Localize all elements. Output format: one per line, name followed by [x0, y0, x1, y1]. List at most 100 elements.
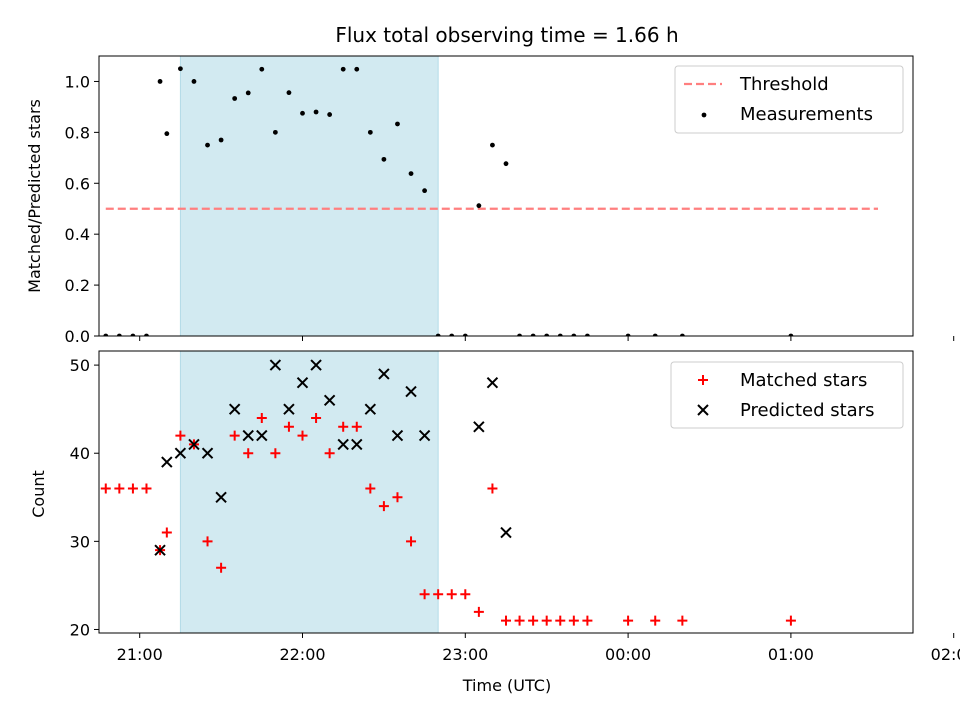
- chart-title: Flux total observing time = 1.66 h: [335, 23, 678, 47]
- bottom-point-x: [283, 403, 295, 415]
- bottom-point-x: [242, 429, 254, 442]
- legend-measurements-label: Measurements: [740, 104, 873, 125]
- x-tick-label: 22:00: [279, 645, 325, 664]
- bottom-point-x: [405, 385, 417, 398]
- legend-predicted-swatch: [697, 404, 709, 416]
- bottom-point-plus: [582, 615, 593, 626]
- bottom-point-x: [473, 421, 485, 433]
- bottom-y-tick-label: 50: [70, 356, 90, 375]
- top-point-dot: [517, 333, 522, 336]
- top-point-dot: [449, 333, 455, 336]
- bottom-point-plus: [677, 615, 688, 626]
- bottom-point-x: [364, 403, 377, 415]
- bottom-shaded-region: [179, 351, 439, 633]
- top-shaded-region: [179, 56, 439, 336]
- bottom-y-axis-label: Count: [29, 470, 48, 518]
- bottom-panel: 2030405021:0022:0023:0000:0001:0002:0003…: [70, 350, 960, 664]
- bottom-point-x: [500, 526, 512, 539]
- top-y-tick-label: 0.8: [65, 123, 90, 142]
- top-point-dot: [205, 142, 210, 148]
- bottom-legend-box: [670, 361, 904, 429]
- bottom-point-x: [269, 359, 282, 371]
- top-point-dot: [259, 66, 265, 72]
- bottom-point-plus: [297, 430, 308, 441]
- bottom-point-plus: [283, 421, 294, 432]
- legend-matched-swatch: [698, 375, 708, 385]
- top-y-tick-label: 0.6: [65, 174, 90, 193]
- bottom-y-tick-label: 30: [70, 532, 90, 551]
- top-point-dot: [679, 333, 685, 336]
- x-tick-label: 00:00: [605, 645, 651, 664]
- bottom-point-plus: [528, 615, 539, 626]
- legend-predicted-label: Predicted stars: [740, 400, 874, 421]
- bottom-point-plus: [114, 483, 125, 494]
- top-point-dot: [788, 333, 794, 336]
- x-tick-label: 21:00: [117, 645, 163, 664]
- top-point-dot: [422, 188, 427, 194]
- top-point-dot: [652, 333, 658, 336]
- bottom-point-plus: [541, 615, 552, 626]
- bottom-y-tick-label: 40: [70, 444, 90, 463]
- bottom-point-x: [188, 438, 200, 451]
- top-point-dot: [530, 333, 536, 336]
- bottom-series-0: [100, 412, 796, 626]
- bottom-point-x: [378, 368, 390, 380]
- top-point-dot: [381, 156, 387, 162]
- bottom-point-plus: [433, 589, 444, 600]
- bottom-point-plus: [650, 615, 661, 626]
- bottom-point-plus: [623, 615, 634, 626]
- top-point-dot: [503, 161, 509, 167]
- bottom-point-plus: [351, 421, 362, 432]
- top-point-dot: [395, 121, 400, 127]
- top-point-dot: [245, 90, 251, 96]
- bottom-point-plus: [785, 615, 796, 626]
- bottom-point-plus: [419, 589, 430, 600]
- top-point-dot: [340, 66, 346, 72]
- bottom-series-1: [154, 359, 512, 556]
- bottom-point-x: [486, 377, 499, 389]
- top-point-dot: [130, 333, 136, 336]
- bottom-point-plus: [324, 448, 335, 459]
- top-panel: 0.0 0.2 0.4 0.6 0.8 1.0 Threshold Measurements: [65, 55, 955, 346]
- bottom-point-plus: [270, 448, 281, 459]
- x-tick-label: 01:00: [768, 645, 814, 664]
- bottom-point-x: [201, 447, 214, 459]
- top-point-dot: [103, 333, 109, 336]
- bottom-y-tick-label: 20: [70, 620, 90, 639]
- top-point-dot: [286, 90, 292, 96]
- bottom-point-plus: [446, 589, 457, 600]
- top-point-dot: [327, 112, 333, 117]
- x-axis-label: Time (UTC): [462, 676, 551, 695]
- top-point-dot: [585, 333, 590, 336]
- bottom-point-plus: [243, 448, 254, 459]
- x-tick-label: 02:00: [931, 645, 960, 664]
- top-legend-box: [674, 65, 904, 134]
- top-series-0: [103, 66, 794, 336]
- top-y-axis-label: Matched/Predicted stars: [25, 99, 44, 293]
- top-y-tick-label: 0.2: [65, 276, 90, 295]
- top-point-dot: [625, 333, 631, 336]
- bottom-point-x: [337, 438, 349, 451]
- top-point-dot: [571, 333, 577, 336]
- top-point-dot: [157, 79, 163, 84]
- bottom-point-plus: [216, 562, 227, 573]
- top-point-dot: [178, 66, 183, 72]
- bottom-point-plus: [256, 412, 267, 423]
- top-point-dot: [435, 333, 441, 336]
- top-point-dot: [272, 129, 278, 135]
- legend-threshold-label: Threshold: [739, 74, 829, 95]
- top-point-dot: [144, 333, 149, 336]
- bottom-point-x: [323, 394, 336, 407]
- bottom-point-x: [418, 429, 431, 442]
- top-point-dot: [490, 142, 495, 148]
- top-point-dot: [300, 110, 305, 116]
- bottom-point-x: [161, 456, 173, 468]
- bottom-point-plus: [514, 615, 525, 626]
- top-legend: Threshold Measurements: [674, 65, 904, 134]
- legend-measurements-swatch: [701, 112, 707, 118]
- top-point-dot: [313, 109, 319, 115]
- top-y-tick-label: 0.4: [65, 225, 90, 244]
- top-y-tick-label: 0.0: [65, 327, 90, 346]
- top-point-dot: [116, 333, 122, 336]
